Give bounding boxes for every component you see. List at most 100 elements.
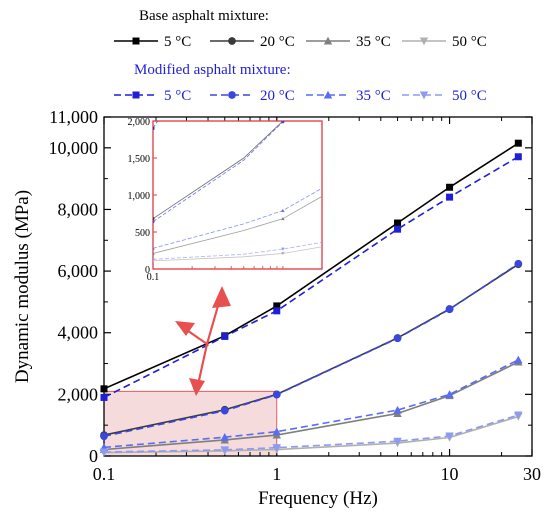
data-point-modified-asphalt-mixture-5-c [100,393,108,401]
legend-swatch-marker [323,90,333,99]
data-point-modified-asphalt-mixture-50-c [514,411,523,420]
x-axis-title: Frequency (Hz) [258,488,378,509]
inset-series-layer [152,106,322,263]
legend-swatch-marker [419,37,429,46]
data-point-modified-asphalt-mixture-20-c [393,334,402,343]
y-tick-label: 10,000 [49,138,99,158]
legend-swatch-marker [419,91,429,100]
data-point-base-asphalt-mixture-5-c [446,183,454,191]
data-point-base-asphalt-mixture-5-c [273,302,281,310]
legend-swatch-marker [132,37,140,45]
inset-y-tick-label: 1,000 [128,191,151,202]
legend-swatch-marker [132,91,140,99]
inset-series-line-base-asphalt-mixture-20-c [153,121,284,220]
inset-data-point-modified-asphalt-mixture-5-c [153,127,155,130]
data-point-modified-asphalt-mixture-5-c [273,307,281,315]
inset-data-point-modified-asphalt-mixture-20-c [153,220,155,224]
data-point-modified-asphalt-mixture-5-c [221,332,229,340]
inset-series-line-modified-asphalt-mixture-50-c [153,241,322,260]
inset-plot: 0 500 1,000 1,500 2,000 0.1 [128,106,323,283]
series-line-base-asphalt-mixture-50-c [103,415,519,454]
data-point-base-asphalt-mixture-5-c [100,385,108,393]
inset-data-point-base-asphalt-mixture-50-c [281,252,285,256]
data-point-modified-asphalt-mixture-20-c [220,406,229,415]
legend-swatch-marker [228,37,236,45]
y-tick-label: 0 [89,446,98,466]
legend-label-base-asphalt-mixture-35-c: 35 °C [356,34,391,50]
x-tick-label: 1 [272,464,281,484]
x-tick-label: 0.1 [93,464,116,484]
series-line-modified-asphalt-mixture-50-c [103,414,519,453]
main-series-layer [99,139,523,457]
series-line-modified-asphalt-mixture-5-c [103,156,519,399]
inset-data-point-modified-asphalt-mixture-35-c [281,208,285,212]
series-line-base-asphalt-mixture-5-c [103,142,519,390]
zoom-arrow-head-left [175,321,195,336]
data-point-modified-asphalt-mixture-50-c [220,446,229,455]
data-point-modified-asphalt-mixture-50-c [272,444,281,452]
legend-label-modified-asphalt-mixture-50-c: 50 °C [452,88,487,104]
legend-title-base-asphalt-mixture: Base asphalt mixture: [139,8,269,24]
legend-title-modified-asphalt-mixture: Modified asphalt mixture: [134,62,291,78]
legend-label-modified-asphalt-mixture-35-c: 35 °C [356,88,391,104]
inset-frame [152,120,323,270]
data-point-base-asphalt-mixture-5-c [514,139,522,147]
inset-y-tick-label: 2,000 [128,117,151,128]
legend-swatch-marker [323,36,333,45]
y-tick-label: 11,000 [49,107,98,127]
inset-y-tick-label: 1,500 [128,154,151,165]
legend: Base asphalt mixture: 5 °C 20 °C 35 °C 50 °C… [114,8,487,104]
legend-swatch-marker [228,91,236,99]
x-tick-label: 10 [441,464,459,484]
inset-data-point-modified-asphalt-mixture-50-c [281,247,285,251]
inset-data-point-base-asphalt-mixture-35-c [153,251,155,255]
data-point-modified-asphalt-mixture-35-c [445,390,454,398]
y-tick-label: 6,000 [58,261,99,281]
data-point-modified-asphalt-mixture-35-c [220,433,229,441]
y-axis-title: Dynamic modulus (MPa) [12,190,33,383]
series-line-modified-asphalt-mixture-20-c [103,263,519,438]
data-point-modified-asphalt-mixture-35-c [272,427,281,436]
plot-frame [103,116,533,457]
inset-data-point-modified-asphalt-mixture-50-c [153,257,155,262]
legend-label-base-asphalt-mixture-5-c: 5 °C [164,34,191,50]
data-point-modified-asphalt-mixture-50-c [393,437,402,446]
inset-series-line-modified-asphalt-mixture-20-c [153,121,284,222]
data-point-modified-asphalt-mixture-5-c [514,153,522,161]
data-point-modified-asphalt-mixture-20-c [514,259,523,268]
data-point-modified-asphalt-mixture-50-c [99,448,109,457]
legend-label-base-asphalt-mixture-50-c: 50 °C [452,34,487,50]
data-point-modified-asphalt-mixture-20-c [445,305,454,314]
y-tick-label: 4,000 [58,323,99,343]
inset-y-tick-label: 500 [135,228,150,239]
inset-data-point-modified-asphalt-mixture-35-c [153,246,155,250]
x-tick-label: 30 [523,464,541,484]
inset-y-tick-label: 0 [145,265,150,276]
data-point-modified-asphalt-mixture-20-c [272,390,281,399]
series-line-base-asphalt-mixture-35-c [103,361,519,451]
inset-data-point-modified-asphalt-mixture-20-c [281,121,285,124]
inset-data-point-base-asphalt-mixture-20-c [153,217,155,221]
data-point-modified-asphalt-mixture-35-c [393,405,402,414]
legend-label-modified-asphalt-mixture-20-c: 20 °C [260,88,295,104]
inset-data-point-base-asphalt-mixture-35-c [281,217,285,221]
data-point-modified-asphalt-mixture-35-c [514,355,523,364]
y-tick-label: 2,000 [58,384,99,404]
data-point-base-asphalt-mixture-5-c [394,219,402,227]
data-point-modified-asphalt-mixture-5-c [446,193,454,201]
inset-x-tick-label: 0.1 [147,272,160,283]
zoom-arrow-head-down [189,378,205,396]
data-point-modified-asphalt-mixture-20-c [100,432,108,441]
zoom-arrow-head-up [212,286,231,308]
legend-label-modified-asphalt-mixture-5-c: 5 °C [164,88,191,104]
inset-series-line-base-asphalt-mixture-35-c [153,196,322,254]
data-point-modified-asphalt-mixture-50-c [445,432,454,441]
legend-label-base-asphalt-mixture-20-c: 20 °C [260,34,295,50]
series-line-modified-asphalt-mixture-35-c [103,359,519,449]
y-tick-label: 8,000 [58,199,99,219]
inset-data-point-base-asphalt-mixture-5-c [152,106,155,109]
zoom-highlight-region [103,390,278,457]
data-point-modified-asphalt-mixture-5-c [394,225,402,233]
